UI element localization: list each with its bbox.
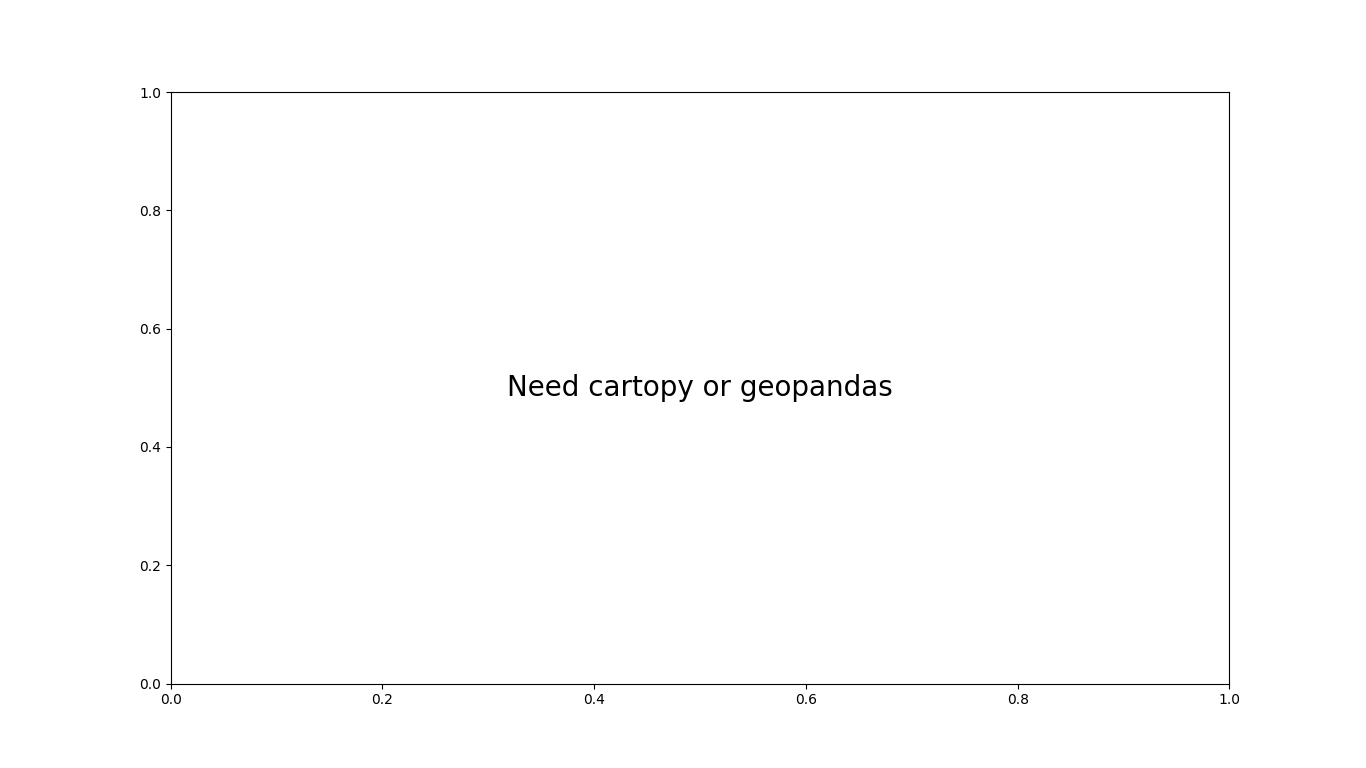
Text: Need cartopy or geopandas: Need cartopy or geopandas [507, 374, 893, 402]
